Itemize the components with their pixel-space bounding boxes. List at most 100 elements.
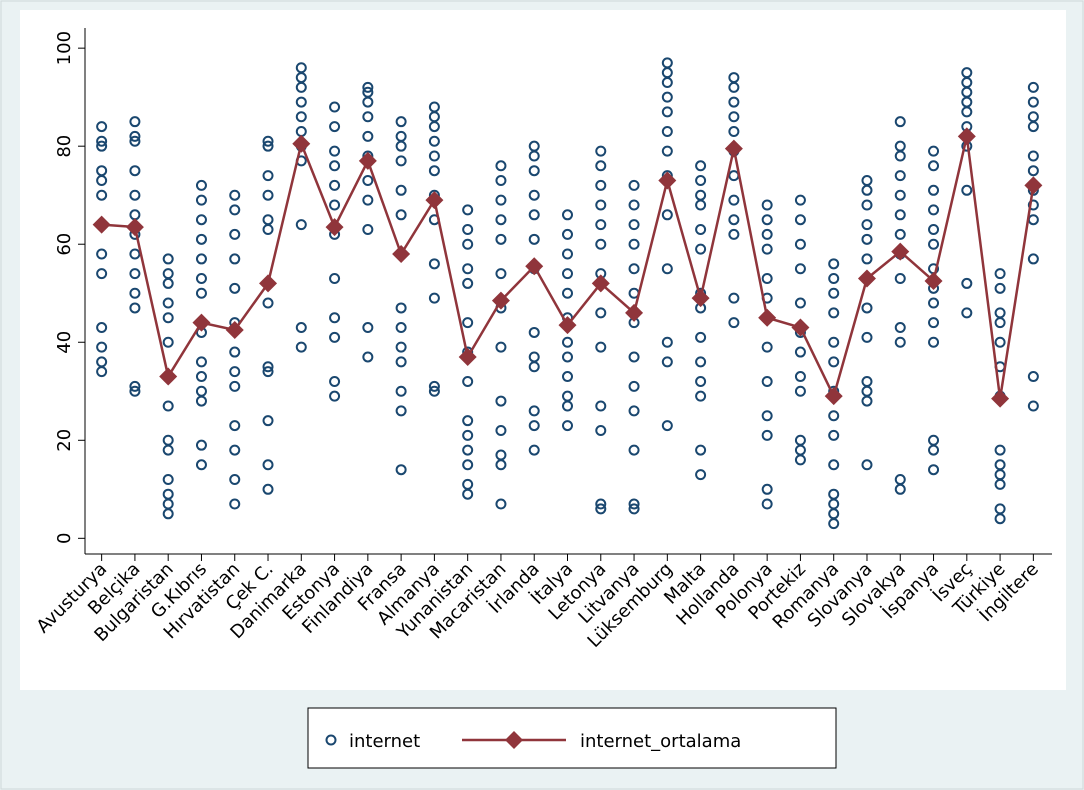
point xyxy=(229,444,241,456)
point xyxy=(428,385,440,397)
point xyxy=(894,170,906,182)
point xyxy=(229,282,241,294)
point xyxy=(961,67,973,79)
point xyxy=(528,326,540,338)
point xyxy=(96,165,108,177)
point xyxy=(495,395,507,407)
mean-marker xyxy=(957,127,976,146)
point xyxy=(195,287,207,299)
point xyxy=(362,322,374,334)
point xyxy=(695,160,707,172)
point xyxy=(462,277,474,289)
point xyxy=(928,224,940,236)
point xyxy=(162,473,174,485)
point xyxy=(329,390,341,402)
point xyxy=(262,415,274,427)
point xyxy=(861,459,873,471)
point xyxy=(761,214,773,226)
point xyxy=(861,302,873,314)
point xyxy=(894,336,906,348)
point xyxy=(428,380,440,392)
point xyxy=(462,224,474,236)
point xyxy=(628,199,640,211)
point xyxy=(994,307,1006,319)
point xyxy=(162,434,174,446)
point xyxy=(661,336,673,348)
point xyxy=(894,228,906,240)
point xyxy=(661,209,673,221)
point xyxy=(1027,150,1039,162)
point xyxy=(229,253,241,265)
point xyxy=(628,498,640,510)
point xyxy=(928,317,940,329)
point xyxy=(162,400,174,412)
point xyxy=(728,111,740,123)
point xyxy=(794,263,806,275)
point xyxy=(628,444,640,456)
point xyxy=(1027,111,1039,123)
point xyxy=(928,336,940,348)
point xyxy=(828,307,840,319)
point xyxy=(794,238,806,250)
point xyxy=(761,228,773,240)
point xyxy=(595,179,607,191)
point xyxy=(761,483,773,495)
point xyxy=(329,179,341,191)
mean-marker xyxy=(225,320,244,339)
point xyxy=(96,189,108,201)
point xyxy=(628,263,640,275)
mean-marker xyxy=(392,245,411,264)
point xyxy=(961,184,973,196)
point xyxy=(329,121,341,133)
point xyxy=(728,125,740,137)
point xyxy=(495,341,507,353)
point xyxy=(395,116,407,128)
point xyxy=(195,459,207,471)
point xyxy=(395,464,407,476)
point xyxy=(1027,400,1039,412)
point xyxy=(262,170,274,182)
point xyxy=(362,174,374,186)
mean-marker xyxy=(525,257,544,276)
point xyxy=(96,248,108,260)
point xyxy=(129,135,141,147)
point xyxy=(794,385,806,397)
point xyxy=(794,214,806,226)
point xyxy=(928,238,940,250)
point xyxy=(562,336,573,348)
point xyxy=(495,498,507,510)
point xyxy=(96,140,108,152)
point xyxy=(728,317,740,329)
point xyxy=(462,204,474,216)
point xyxy=(761,498,773,510)
point xyxy=(362,130,374,142)
point xyxy=(562,351,573,363)
point xyxy=(528,233,540,245)
point xyxy=(96,268,108,280)
point xyxy=(994,459,1006,471)
point xyxy=(661,263,673,275)
point xyxy=(96,121,108,133)
point xyxy=(761,410,773,422)
point xyxy=(229,498,241,510)
mean-marker xyxy=(259,274,278,293)
point xyxy=(329,199,341,211)
point xyxy=(395,130,407,142)
point xyxy=(229,420,241,432)
mean-marker xyxy=(92,215,111,234)
mean-marker xyxy=(292,134,311,153)
point xyxy=(195,273,207,285)
point xyxy=(828,488,840,500)
point xyxy=(595,145,607,157)
point xyxy=(628,351,640,363)
point xyxy=(861,375,873,387)
point xyxy=(229,366,241,378)
point xyxy=(96,135,108,147)
point xyxy=(129,248,141,260)
point xyxy=(395,385,407,397)
point xyxy=(395,356,407,368)
point xyxy=(362,224,374,236)
point xyxy=(495,194,507,206)
point xyxy=(928,434,940,446)
point xyxy=(462,375,474,387)
